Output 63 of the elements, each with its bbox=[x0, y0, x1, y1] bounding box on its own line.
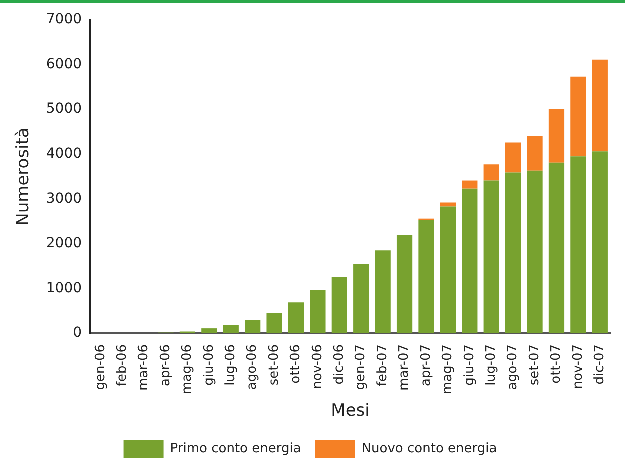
x-tick-label: ott-07 bbox=[549, 344, 564, 384]
bar bbox=[570, 156, 586, 334]
bar bbox=[440, 202, 456, 207]
bar bbox=[548, 162, 565, 334]
bar bbox=[310, 290, 326, 334]
x-tick-label: dic-07 bbox=[592, 344, 608, 385]
bar bbox=[354, 264, 370, 334]
legend-label: Primo conto energia bbox=[170, 441, 302, 456]
x-tick-label: feb-06 bbox=[114, 344, 130, 387]
bar bbox=[202, 328, 218, 334]
y-tick-label: 3000 bbox=[46, 190, 82, 207]
bar bbox=[396, 235, 413, 334]
bar bbox=[440, 206, 456, 334]
x-tick-label: nov-06 bbox=[310, 344, 326, 390]
bar bbox=[527, 170, 543, 334]
y-tick-label: 7000 bbox=[46, 12, 82, 28]
bar bbox=[548, 109, 565, 163]
x-tick-label: set-06 bbox=[266, 344, 282, 386]
x-tick-label: giu-06 bbox=[202, 344, 217, 386]
y-axis-title: Numerosità bbox=[14, 128, 34, 226]
x-tick-label: gen-07 bbox=[354, 344, 369, 390]
bar bbox=[527, 136, 543, 171]
bar bbox=[484, 164, 500, 181]
x-tick-label: nov-07 bbox=[570, 344, 586, 390]
bar bbox=[245, 320, 261, 334]
y-tick-label: 4000 bbox=[46, 146, 82, 162]
y-tick-label: 5000 bbox=[46, 101, 82, 118]
y-tick-label: 0 bbox=[73, 325, 82, 342]
bar bbox=[288, 302, 304, 334]
bar bbox=[462, 188, 478, 334]
y-tick-label: 6000 bbox=[46, 56, 82, 72]
bar bbox=[266, 313, 282, 334]
bar bbox=[223, 325, 239, 334]
x-tick-label: gen-06 bbox=[93, 344, 108, 390]
y-tick-label: 1000 bbox=[46, 280, 82, 296]
x-tick-label: set-07 bbox=[527, 344, 542, 386]
bar bbox=[506, 172, 522, 334]
bar bbox=[462, 180, 478, 189]
bar bbox=[506, 142, 522, 173]
x-tick-label: mar-07 bbox=[397, 344, 412, 391]
x-axis-title: Mesi bbox=[331, 401, 370, 422]
x-tick-label: ago-07 bbox=[506, 344, 521, 390]
bar bbox=[570, 76, 586, 157]
x-tick-label: ago-06 bbox=[245, 344, 260, 390]
bar bbox=[592, 152, 608, 334]
x-tick-label: mag-07 bbox=[440, 344, 456, 395]
legend-label: Nuovo conto energia bbox=[362, 441, 498, 456]
x-tick-label: mag-06 bbox=[180, 344, 196, 395]
bar bbox=[484, 180, 500, 334]
bar bbox=[592, 60, 608, 152]
x-tick-label: ott-06 bbox=[288, 344, 304, 384]
y-tick-label: 2000 bbox=[46, 236, 82, 252]
x-tick-label: dic-06 bbox=[332, 344, 348, 385]
x-tick-label: mar-06 bbox=[136, 344, 152, 391]
bar bbox=[375, 250, 391, 334]
x-tick-label: giu-07 bbox=[462, 344, 478, 386]
x-tick-label: apr-07 bbox=[418, 344, 434, 386]
bar bbox=[332, 278, 348, 334]
bar bbox=[418, 220, 434, 334]
x-tick-label: apr-06 bbox=[158, 344, 174, 386]
x-tick-label: lug-06 bbox=[224, 344, 238, 386]
x-tick-label: lug-07 bbox=[484, 344, 499, 386]
x-tick-label: feb-07 bbox=[375, 344, 390, 387]
